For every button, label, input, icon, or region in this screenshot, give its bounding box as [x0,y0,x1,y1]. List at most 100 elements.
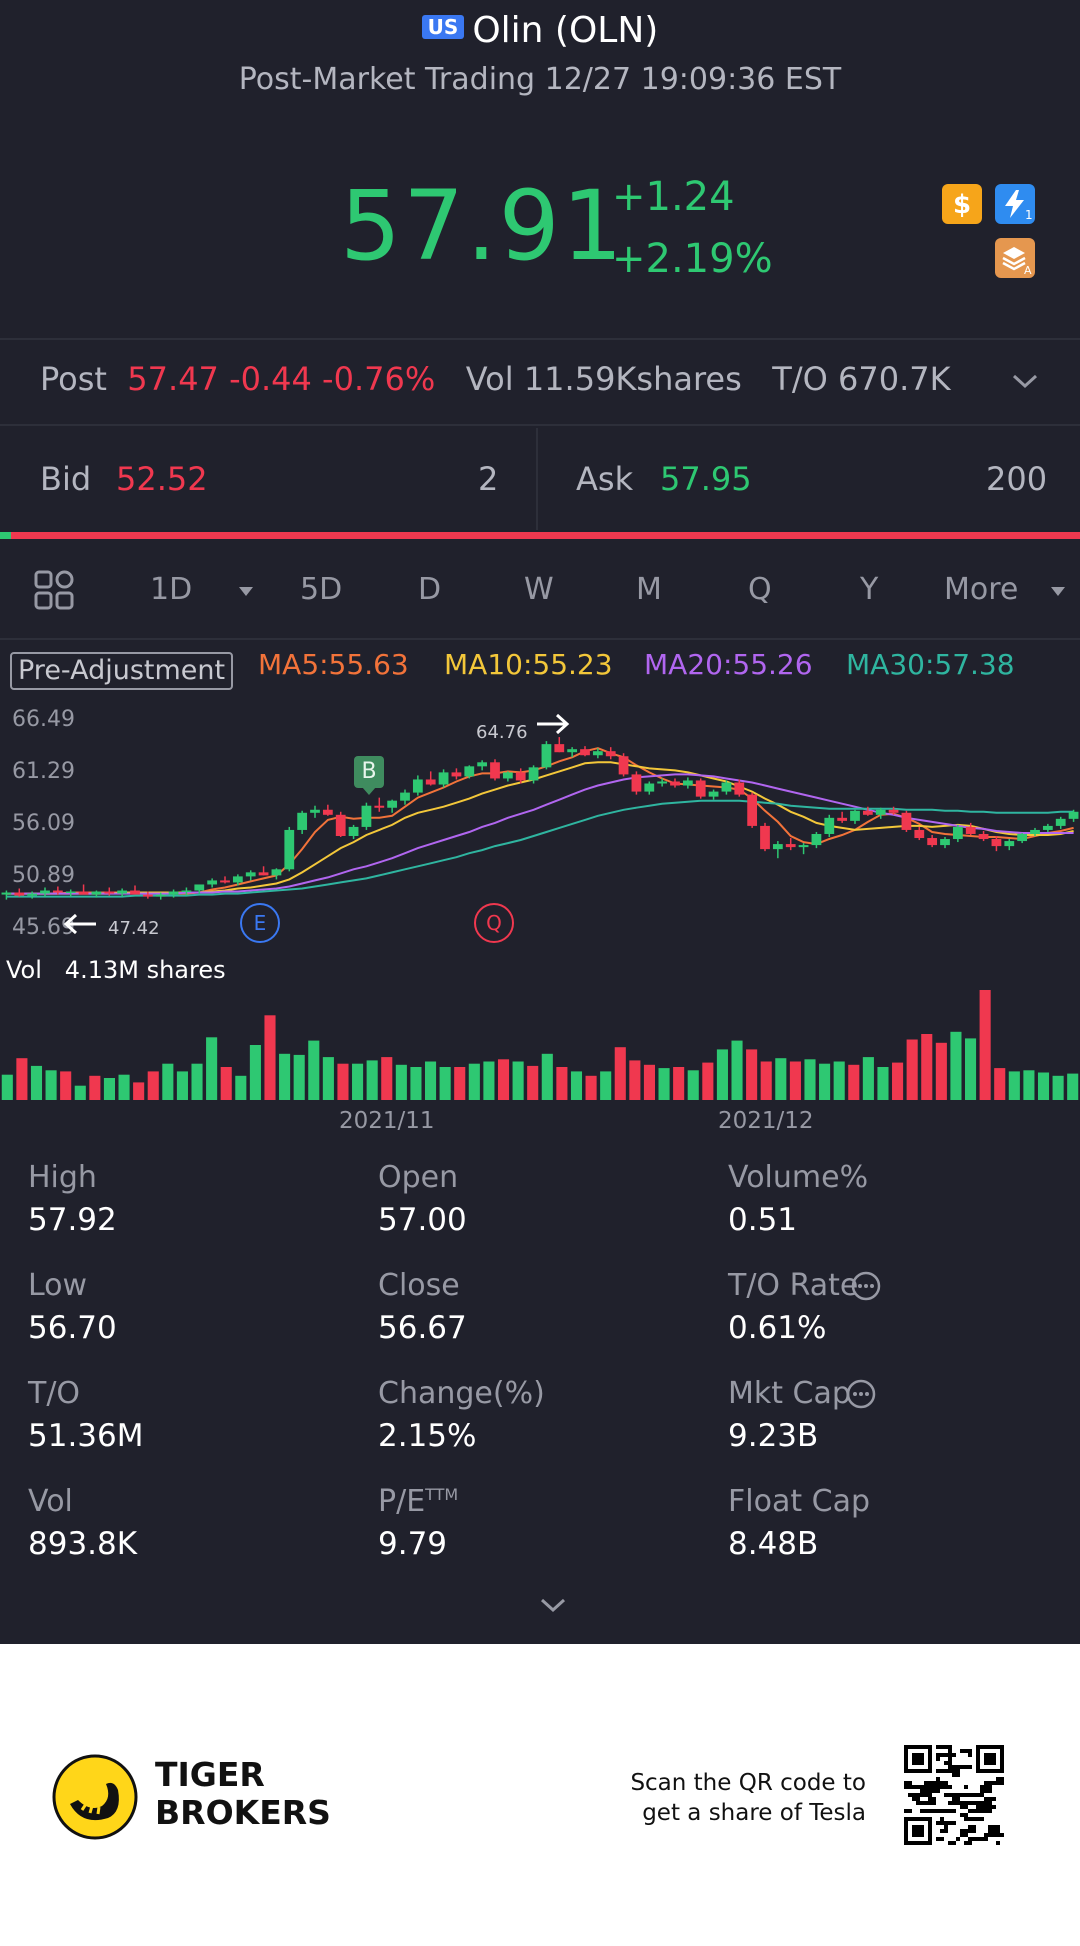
qr-module [940,1785,944,1789]
divider [0,638,1080,640]
qr-module [984,1785,988,1789]
stat-open-label: Open [378,1160,459,1195]
candle-body [515,772,526,781]
candle-body [631,774,642,792]
qr-code[interactable] [904,1745,1004,1845]
ma10-label: MA10:55.23 [444,648,613,681]
grid-layout-icon[interactable] [34,570,74,614]
tab-y[interactable]: Y [860,572,879,607]
volume-bar [133,1082,145,1100]
qr-module [908,1809,912,1813]
y-axis-label: 50.89 [12,863,75,888]
volume-bar [1067,1073,1079,1100]
volume-label-text: Vol [6,956,42,984]
adjustment-toggle[interactable]: Pre-Adjustment [10,652,234,690]
qr-module [916,1793,920,1797]
qr-module [960,1801,964,1805]
tab-5d[interactable]: 5D [300,572,343,607]
qr-module [924,1793,928,1797]
candle-body [168,891,179,895]
qr-finder-core [912,1753,924,1765]
qr-module [936,1789,940,1793]
candle-body [695,780,706,797]
candle-body [785,844,796,848]
qr-module [960,1813,964,1817]
expand-chevron-icon[interactable] [538,1594,568,1620]
volume-bar [395,1064,407,1100]
stat-change-label: Change(%) [378,1376,545,1411]
qr-module [908,1781,912,1785]
qr-module [1000,1833,1004,1837]
chevron-down-icon[interactable] [1010,368,1040,398]
stat-to-label: T/O [28,1376,81,1411]
candle-body [310,809,320,813]
post-market-row[interactable]: Post 57.47 -0.44 -0.76% Vol 11.59Kshares… [40,360,951,398]
stat-high-value: 57.92 [28,1202,117,1238]
divider [0,424,1080,426]
volume-bar [118,1074,130,1100]
candle-body [554,744,565,753]
qr-module [940,1769,944,1773]
qr-module [932,1809,936,1813]
stat-pe-superscript: TTM [425,1485,459,1504]
qr-module [988,1789,992,1793]
tab-more[interactable]: More [944,572,1019,607]
quarterly-event-marker[interactable]: Q [474,903,514,943]
qr-module [988,1785,992,1789]
tab-d[interactable]: D [418,572,442,607]
candle-body [760,825,770,850]
volume-bar [1023,1070,1035,1100]
qr-module [984,1801,988,1805]
ask-price: 57.95 [660,460,752,498]
qr-module [944,1821,948,1825]
volume-bar [176,1071,188,1100]
earnings-event-marker[interactable]: E [240,903,280,943]
qr-module [952,1841,956,1845]
price-change-pct: +2.19% [612,236,773,282]
tab-q[interactable]: Q [748,572,772,607]
qr-module [932,1789,936,1793]
volume-bar [731,1040,743,1100]
candle-body [245,872,256,877]
qr-module [968,1809,972,1813]
qr-module [956,1773,960,1777]
candle-body [142,894,153,897]
divider [536,428,538,530]
qr-module [908,1785,912,1789]
qr-module [948,1769,952,1773]
stack-icon[interactable]: A [995,238,1035,278]
qr-module [988,1809,992,1813]
more-info-icon[interactable] [851,1271,881,1305]
tab-m[interactable]: M [636,572,662,607]
ma30-label: MA30:57.38 [846,648,1015,681]
candle-body [734,782,745,795]
volume-bar [760,1061,772,1100]
candle-body [387,800,398,808]
dollar-icon[interactable]: $ [942,184,982,224]
buy-marker-pointer [362,787,376,795]
tab-w[interactable]: W [524,572,554,607]
tab-1d[interactable]: 1D [150,572,193,607]
more-info-icon[interactable] [846,1379,876,1413]
candle-body [117,890,128,894]
x-axis-label: 2021/12 [718,1108,814,1134]
caret-down-icon[interactable] [1050,583,1066,602]
stat-to-value: 51.36M [28,1418,144,1454]
volume-value: 4.13M shares [64,956,226,984]
ma-line-ma20 [6,773,1074,895]
qr-module [964,1765,968,1769]
volume-bar [527,1065,539,1100]
qr-module [936,1809,940,1813]
candle-body [104,891,115,894]
qr-module [964,1749,968,1753]
volume-bar [585,1075,597,1100]
candlestick-chart[interactable] [0,700,1080,950]
stat-high-label: High [28,1160,97,1195]
caret-down-icon[interactable] [238,583,254,602]
candle-body [901,812,912,830]
qr-module [940,1817,944,1821]
qr-module [924,1781,928,1785]
lightning-icon[interactable]: 1 [995,184,1035,224]
buy-marker[interactable]: B [354,756,384,788]
volume-chart[interactable] [0,990,1080,1102]
